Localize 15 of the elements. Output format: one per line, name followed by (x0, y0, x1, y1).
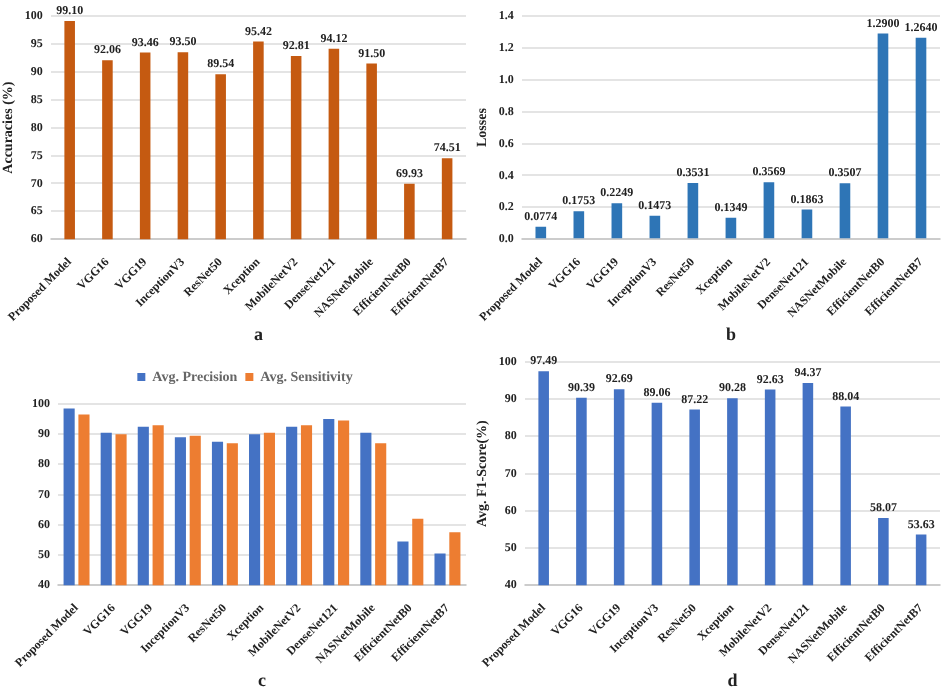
bar (725, 217, 737, 239)
bar (573, 211, 585, 239)
x-axis-title: c (258, 669, 266, 690)
bar (535, 226, 547, 239)
bar (915, 37, 927, 239)
bar (801, 209, 813, 239)
x-axis-title: d (727, 669, 738, 690)
bar (649, 215, 661, 239)
bar (839, 183, 851, 239)
bar (763, 182, 775, 239)
bar (877, 33, 889, 239)
x-axis-title: b (725, 323, 736, 344)
bar (611, 203, 623, 239)
x-axis-title: a (253, 323, 264, 344)
bar (687, 182, 699, 239)
